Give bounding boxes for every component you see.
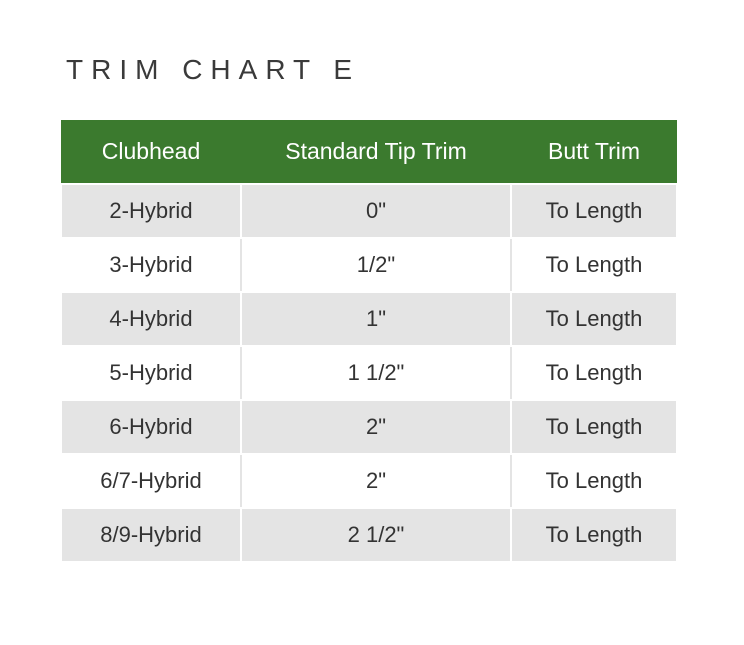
cell-butt-trim: To Length (511, 454, 677, 508)
cell-tip-trim: 2 1/2" (241, 508, 511, 562)
cell-tip-trim: 1" (241, 292, 511, 346)
col-header-tip-trim: Standard Tip Trim (241, 120, 511, 184)
cell-clubhead: 3-Hybrid (61, 238, 241, 292)
table-row: 8/9-Hybrid 2 1/2" To Length (61, 508, 677, 562)
cell-clubhead: 4-Hybrid (61, 292, 241, 346)
cell-butt-trim: To Length (511, 400, 677, 454)
table-row: 4-Hybrid 1" To Length (61, 292, 677, 346)
chart-title: TRIM CHART E (66, 54, 684, 86)
table-row: 6-Hybrid 2" To Length (61, 400, 677, 454)
table-row: 6/7-Hybrid 2" To Length (61, 454, 677, 508)
cell-tip-trim: 2" (241, 454, 511, 508)
cell-butt-trim: To Length (511, 292, 677, 346)
cell-tip-trim: 2" (241, 400, 511, 454)
cell-tip-trim: 0" (241, 184, 511, 238)
cell-butt-trim: To Length (511, 184, 677, 238)
col-header-clubhead: Clubhead (61, 120, 241, 184)
cell-clubhead: 6-Hybrid (61, 400, 241, 454)
table-row: 5-Hybrid 1 1/2" To Length (61, 346, 677, 400)
table-row: 3-Hybrid 1/2" To Length (61, 238, 677, 292)
cell-clubhead: 5-Hybrid (61, 346, 241, 400)
col-header-butt-trim: Butt Trim (511, 120, 677, 184)
cell-clubhead: 8/9-Hybrid (61, 508, 241, 562)
trim-chart-table: Clubhead Standard Tip Trim Butt Trim 2-H… (60, 120, 678, 563)
table-row: 2-Hybrid 0" To Length (61, 184, 677, 238)
table-header-row: Clubhead Standard Tip Trim Butt Trim (61, 120, 677, 184)
cell-butt-trim: To Length (511, 346, 677, 400)
cell-tip-trim: 1 1/2" (241, 346, 511, 400)
cell-clubhead: 2-Hybrid (61, 184, 241, 238)
cell-butt-trim: To Length (511, 508, 677, 562)
cell-clubhead: 6/7-Hybrid (61, 454, 241, 508)
cell-tip-trim: 1/2" (241, 238, 511, 292)
cell-butt-trim: To Length (511, 238, 677, 292)
